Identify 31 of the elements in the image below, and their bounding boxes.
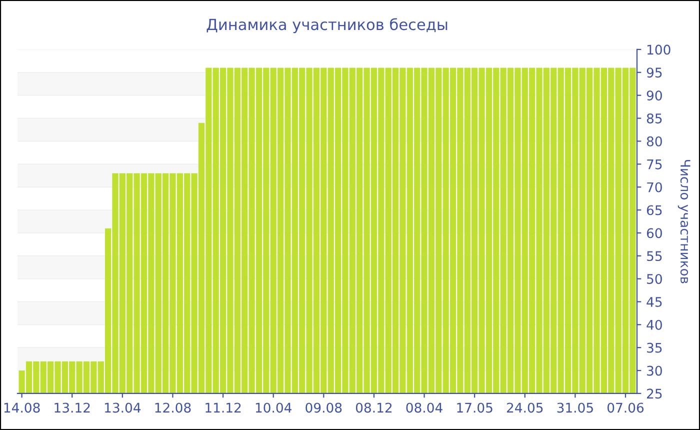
x-tick-label: 13.12 xyxy=(54,402,90,413)
x-tick-label: 12.08 xyxy=(155,402,191,413)
y-tick-label: 50 xyxy=(647,274,662,284)
x-tick-label: 08.12 xyxy=(356,402,392,413)
y-tick-label: 25 xyxy=(646,388,662,399)
y-tick-label: 55 xyxy=(647,251,662,262)
x-tick-label: 10.04 xyxy=(256,402,292,413)
x-tick-label: 11.12 xyxy=(206,402,241,413)
x-tick-label: 08.04 xyxy=(406,402,442,413)
y-tick-label: 75 xyxy=(647,160,662,170)
chart-title: Динамика участников беседы xyxy=(206,18,448,34)
x-tick-label: 13.04 xyxy=(104,402,141,413)
x-tick-label: 24.05 xyxy=(506,402,543,413)
y-tick-label: 30 xyxy=(647,366,662,376)
y-tick-label: 100 xyxy=(647,44,670,55)
y-tick-label: 45 xyxy=(646,297,662,307)
y-tick-label: 40 xyxy=(646,320,662,330)
y-tick-label: 85 xyxy=(646,113,662,124)
y-tick-label: 70 xyxy=(647,182,662,192)
y-tick-label: 80 xyxy=(646,136,662,146)
y-tick-label: 95 xyxy=(646,68,662,78)
x-tick-label: 07.06 xyxy=(607,402,644,413)
y-tick-label: 90 xyxy=(646,90,662,101)
y-tick-label: 60 xyxy=(646,228,662,238)
x-tick-label: 14.08 xyxy=(4,402,40,413)
y-axis-title: Число участников xyxy=(678,160,690,284)
y-tick-label: 65 xyxy=(646,205,662,216)
x-tick-label: 17.05 xyxy=(457,402,492,413)
x-tick-label: 31.05 xyxy=(557,402,593,413)
y-tick-label: 35 xyxy=(647,342,662,353)
x-tick-label: 09.08 xyxy=(306,402,342,413)
